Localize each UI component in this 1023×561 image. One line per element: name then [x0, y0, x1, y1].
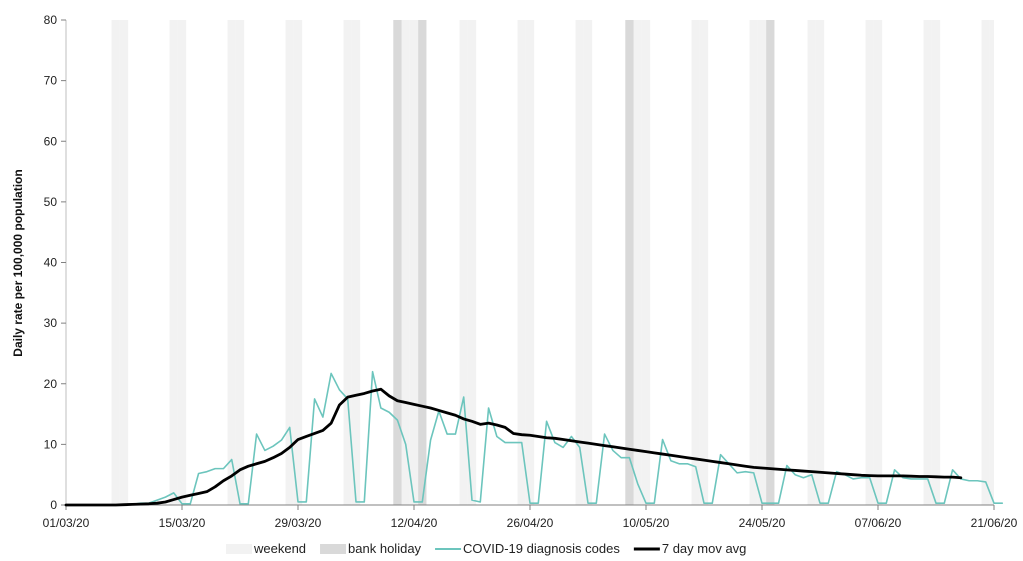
weekend-band: [691, 20, 700, 505]
weekend-band: [227, 20, 236, 505]
y-axis-title: Daily rate per 100,000 population: [11, 169, 25, 356]
series-lines: [64, 370, 1004, 507]
legend-label: bank holiday: [348, 541, 421, 556]
weekend-band: [749, 20, 758, 505]
weekend-band: [575, 20, 584, 505]
weekend-band: [517, 20, 526, 505]
legend-swatch: [320, 544, 347, 554]
weekend-band: [641, 20, 651, 505]
weekend-band: [865, 20, 874, 505]
x-tick-label: 12/04/20: [391, 516, 438, 530]
x-tick-label: 10/05/20: [623, 516, 670, 530]
weekend-band: [633, 20, 642, 505]
y-tick-label: 50: [44, 195, 58, 209]
x-tick-label: 26/04/20: [507, 516, 554, 530]
bank-holiday-band: [766, 20, 775, 505]
bank-holiday-band: [393, 20, 402, 505]
weekend-band: [757, 20, 767, 505]
weekend-band: [981, 20, 990, 505]
legend-label: COVID-19 diagnosis codes: [463, 541, 620, 556]
x-tick-label: 24/05/20: [739, 516, 786, 530]
weekend-band: [285, 20, 294, 505]
weekend-band: [873, 20, 883, 505]
y-tick-label: 20: [44, 377, 58, 391]
bank-holiday-band: [625, 20, 634, 505]
legend-swatch: [226, 544, 252, 554]
weekend-band: [111, 20, 120, 505]
weekend-band: [235, 20, 245, 505]
x-tick-label: 21/06/20: [971, 516, 1018, 530]
bank-holiday-band: [418, 20, 427, 505]
x-axis: 01/03/20 15/03/20 29/03/20 12/04/20 26/04/20…: [43, 504, 1018, 530]
legend: weekend bank holiday COVID-19 diagnosis co…: [226, 541, 746, 556]
weekend-band: [467, 20, 477, 505]
weekend-band: [923, 20, 932, 505]
y-axis: 0 10 20 30 40 50 60 70 80: [44, 13, 67, 512]
y-tick-label: 60: [44, 134, 58, 148]
legend-label: weekend: [253, 541, 306, 556]
weekend-band: [169, 20, 178, 505]
y-tick-label: 0: [50, 498, 57, 512]
y-tick-label: 40: [44, 256, 58, 270]
weekend-band: [293, 20, 303, 505]
weekend-band: [931, 20, 941, 505]
x-tick-label: 07/06/20: [855, 516, 902, 530]
weekend-band: [409, 20, 419, 505]
weekend-band: [699, 20, 709, 505]
weekend-band: [401, 20, 410, 505]
covid-diagnosis-line: [65, 370, 1004, 506]
moving-average-line: [64, 387, 963, 507]
weekend-band: [525, 20, 535, 505]
weekend-band: [459, 20, 468, 505]
weekend-band: [343, 20, 352, 505]
x-tick-label: 29/03/20: [275, 516, 322, 530]
y-tick-label: 70: [44, 74, 58, 88]
legend-label: 7 day mov avg: [662, 541, 747, 556]
weekend-band: [583, 20, 593, 505]
x-tick-label: 01/03/20: [43, 516, 90, 530]
weekend-band: [815, 20, 825, 505]
shaded-bands: [111, 20, 994, 505]
x-tick-label: 15/03/20: [159, 516, 206, 530]
y-tick-label: 80: [44, 13, 58, 27]
weekend-band: [989, 20, 994, 505]
weekend-band: [177, 20, 187, 505]
weekend-band: [119, 20, 129, 505]
y-tick-label: 10: [44, 437, 58, 451]
weekend-band: [807, 20, 816, 505]
weekend-band: [351, 20, 361, 505]
y-tick-label: 30: [44, 316, 58, 330]
